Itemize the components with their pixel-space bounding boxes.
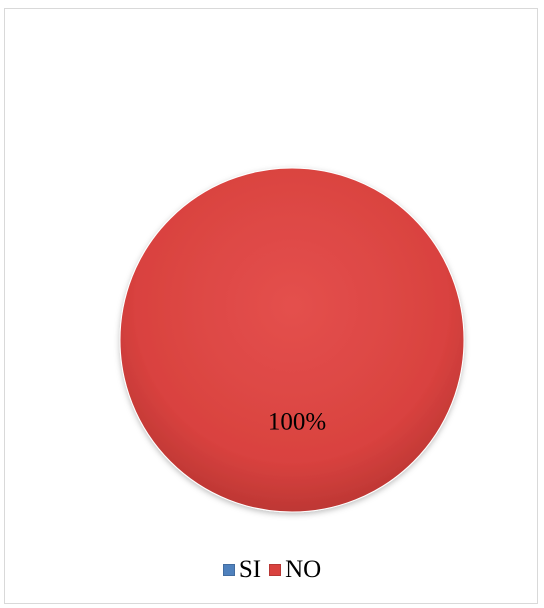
legend-label-si: SI <box>238 556 262 583</box>
data-label-no: 100% <box>268 409 326 436</box>
legend-item-no: NO <box>269 556 321 584</box>
legend-label-no: NO <box>285 556 322 583</box>
legend-item-si: SI <box>222 556 262 584</box>
pie-slice-no <box>119 167 465 513</box>
legend-swatch-si <box>222 564 235 576</box>
chart-legend: SI NO <box>0 556 544 584</box>
legend-swatch-no <box>269 564 282 576</box>
